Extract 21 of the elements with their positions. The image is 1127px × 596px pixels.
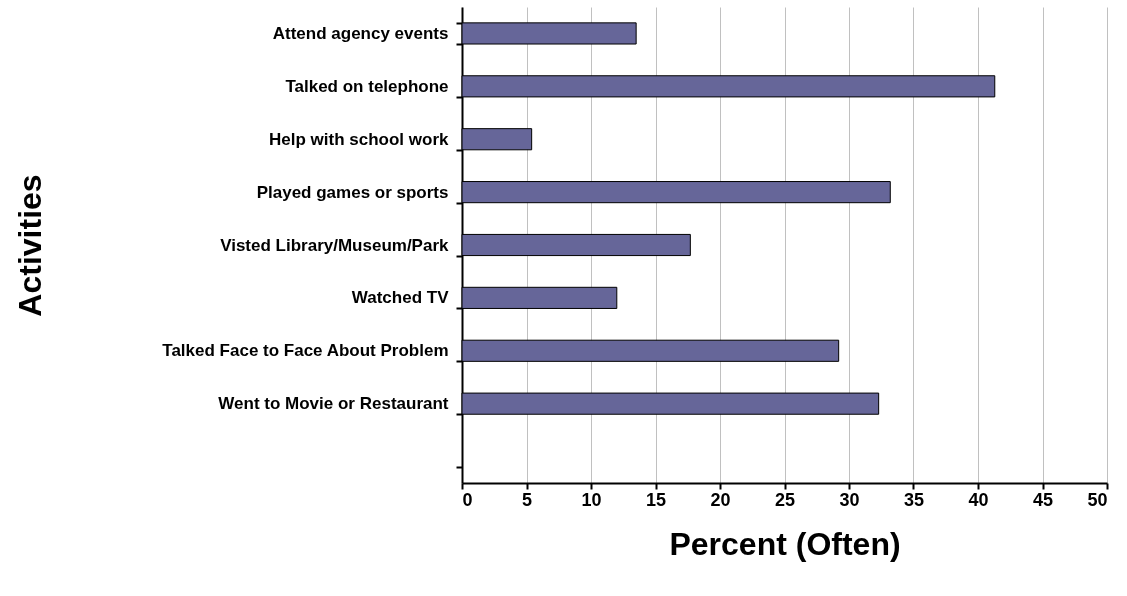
y-tick-label: Talked on telephone: [285, 76, 449, 96]
y-tick-label: Attend agency events: [272, 23, 449, 43]
x-tick-label: 15: [645, 489, 667, 510]
x-tick-label: 35: [903, 489, 925, 510]
x-tick-label: 30: [839, 489, 860, 510]
x-tick-label: 10: [581, 489, 602, 510]
y-tick-label: Played games or sports: [256, 182, 449, 202]
x-tick-label: 20: [710, 489, 731, 510]
x-tick-label: 40: [968, 489, 989, 510]
x-tick-label: 45: [1032, 489, 1054, 510]
x-tick-label: 25: [774, 489, 796, 510]
x-tick-label: 50: [1087, 489, 1108, 510]
y-tick-label: Visted Library/Museum/Park: [220, 235, 450, 255]
x-tick-label: 5: [521, 489, 533, 510]
y-tick-label: Help with school work: [269, 129, 450, 149]
x-axis-title: Percent (Often): [669, 525, 901, 562]
y-tick-label: Watched TV: [351, 288, 450, 308]
y-axis-title: Activities: [11, 174, 48, 317]
x-tick-label: 0: [462, 489, 473, 510]
y-tick-label: Talked Face to Face About Problem: [162, 341, 449, 361]
y-tick-label: Went to Movie or Restaurant: [218, 394, 449, 414]
